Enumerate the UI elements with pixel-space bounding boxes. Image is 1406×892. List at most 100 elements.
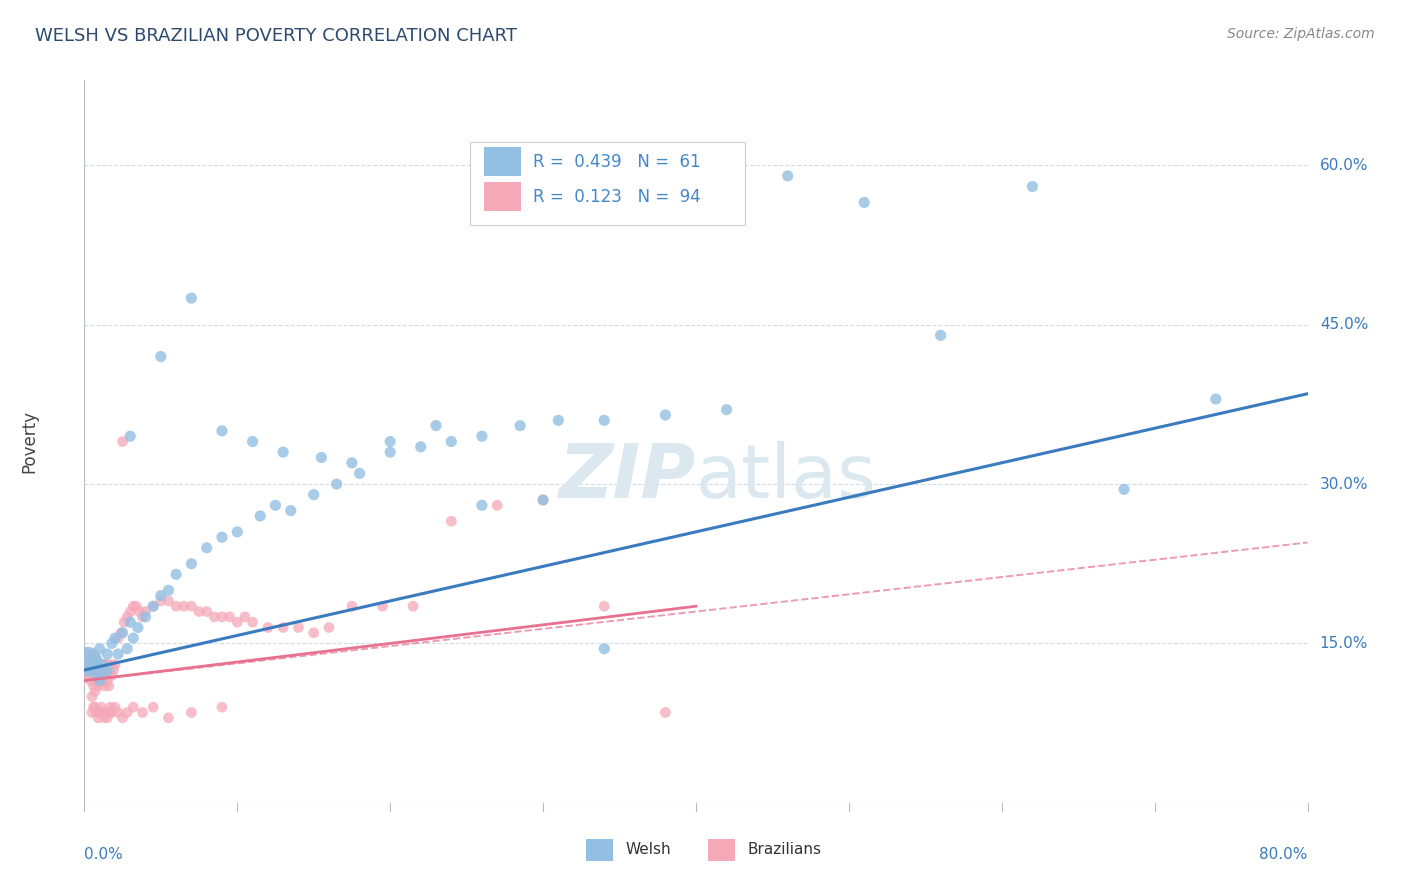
Point <box>593 641 616 656</box>
Point <box>149 594 172 608</box>
Point <box>257 620 280 634</box>
Text: Brazilians: Brazilians <box>748 842 821 857</box>
Point <box>91 657 114 672</box>
Point <box>325 477 347 491</box>
Point <box>127 620 149 634</box>
Point <box>853 195 876 210</box>
Point <box>271 620 294 634</box>
Point <box>547 413 569 427</box>
Point <box>80 652 103 666</box>
Point <box>86 668 108 682</box>
Point <box>87 663 110 677</box>
Point <box>142 599 165 614</box>
Point <box>157 711 180 725</box>
Text: Poverty: Poverty <box>20 410 38 473</box>
Point <box>340 456 363 470</box>
Point <box>173 599 195 614</box>
Point <box>440 514 463 528</box>
Point <box>115 610 138 624</box>
Point <box>211 700 233 714</box>
Point <box>202 610 225 624</box>
Point <box>218 610 240 624</box>
Point <box>125 599 148 614</box>
Point <box>349 467 371 481</box>
Point <box>593 599 616 614</box>
Point <box>94 668 117 682</box>
Text: Welsh: Welsh <box>626 842 671 857</box>
Text: 0.0%: 0.0% <box>84 847 124 863</box>
Point <box>122 599 145 614</box>
Point <box>180 557 202 571</box>
Point <box>280 503 302 517</box>
Point <box>654 408 676 422</box>
Point <box>96 657 118 672</box>
Point <box>103 663 125 677</box>
Point <box>180 599 202 614</box>
Point <box>425 418 447 433</box>
Point <box>89 657 111 672</box>
Point <box>90 673 112 688</box>
Point <box>1021 179 1043 194</box>
Point <box>94 706 117 720</box>
Point <box>97 663 120 677</box>
Point <box>409 440 432 454</box>
Point <box>135 610 157 624</box>
Point <box>142 700 165 714</box>
Point <box>91 668 114 682</box>
Point <box>188 605 211 619</box>
Point <box>80 663 103 677</box>
Point <box>128 605 150 619</box>
FancyBboxPatch shape <box>470 142 745 225</box>
Point <box>302 488 325 502</box>
Text: 30.0%: 30.0% <box>1320 476 1368 491</box>
Point <box>93 679 115 693</box>
Point <box>211 610 233 624</box>
Point <box>120 615 142 630</box>
Point <box>142 599 165 614</box>
Point <box>471 498 494 512</box>
Point <box>593 413 616 427</box>
Text: R =  0.123   N =  94: R = 0.123 N = 94 <box>533 187 702 205</box>
Point <box>287 620 309 634</box>
Point <box>87 711 110 725</box>
Point <box>340 599 363 614</box>
Bar <box>484 182 522 211</box>
Point <box>226 524 249 539</box>
Point <box>115 706 138 720</box>
Point <box>89 673 111 688</box>
Point <box>96 673 118 688</box>
Point <box>122 700 145 714</box>
Point <box>93 663 115 677</box>
Point <box>131 610 153 624</box>
Point <box>79 673 101 688</box>
Text: ZIP: ZIP <box>558 442 696 514</box>
Point <box>97 679 120 693</box>
Point <box>101 636 124 650</box>
Bar <box>586 838 613 861</box>
Point <box>101 706 124 720</box>
Point <box>242 434 264 449</box>
Point <box>84 684 107 698</box>
Point <box>94 657 117 672</box>
Point <box>531 493 554 508</box>
Point <box>122 631 145 645</box>
Point <box>402 599 425 614</box>
Point <box>716 402 738 417</box>
Point <box>86 673 108 688</box>
Point <box>91 673 114 688</box>
Point <box>98 657 121 672</box>
Point <box>111 711 134 725</box>
Point <box>89 706 111 720</box>
Text: atlas: atlas <box>696 442 877 514</box>
Bar <box>709 838 735 861</box>
Point <box>371 599 394 614</box>
Point <box>120 605 142 619</box>
Point <box>93 711 115 725</box>
Point <box>89 668 111 682</box>
Point <box>83 663 105 677</box>
Point <box>110 625 132 640</box>
Point <box>157 583 180 598</box>
Point <box>302 625 325 640</box>
Point <box>112 615 135 630</box>
Point <box>440 434 463 449</box>
